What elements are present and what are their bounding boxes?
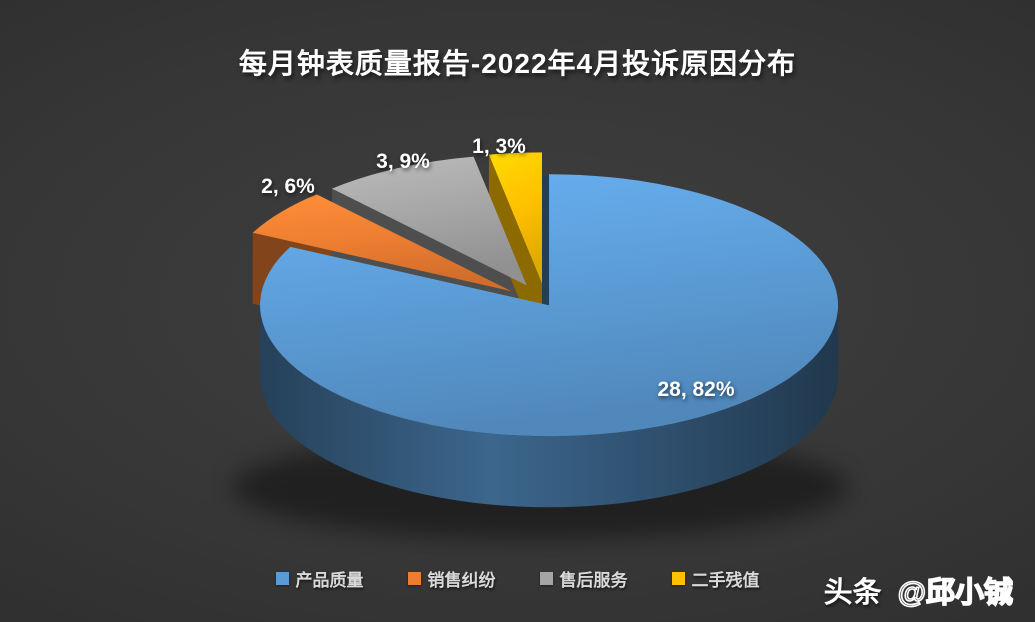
legend-swatch-icon — [407, 572, 421, 585]
watermark-brand: 头条 — [823, 577, 882, 609]
legend-item-2: 售后服务 — [539, 566, 628, 591]
pie-slice-0-rim — [260, 305, 839, 508]
slice-label-2: 3, 9% — [376, 150, 430, 173]
chart-legend: 产品质量 销售纠纷 售后服务 二手残值 — [0, 566, 1035, 591]
pie-slice-3-top — [488, 152, 543, 284]
legend-item-1: 销售纠纷 — [407, 566, 496, 591]
legend-item-3: 二手残值 — [671, 566, 760, 591]
pie-slice-1-top — [252, 194, 512, 292]
pie-slice-0-top — [260, 174, 839, 437]
legend-swatch-icon — [275, 572, 289, 585]
legend-label: 二手残值 — [691, 571, 760, 590]
watermark: 头条 @邱小铖 — [823, 569, 1014, 611]
legend-label: 产品质量 — [295, 571, 364, 590]
slice-label-3: 1, 3% — [472, 135, 526, 158]
legend-swatch-icon — [539, 572, 553, 585]
legend-label: 售后服务 — [559, 571, 628, 590]
slice-label-0: 28, 82% — [657, 378, 734, 401]
legend-label: 销售纠纷 — [427, 571, 496, 590]
chart-title: 每月钟表质量报告-2022年4月投诉原因分布 — [238, 48, 797, 79]
pie-slice-2-top — [331, 156, 527, 286]
watermark-handle: @邱小铖 — [897, 576, 1014, 610]
slice-label-1: 2, 6% — [261, 175, 315, 198]
legend-swatch-icon — [671, 572, 685, 585]
legend-item-0: 产品质量 — [275, 566, 364, 591]
pie-slice-0-side — [542, 176, 550, 316]
